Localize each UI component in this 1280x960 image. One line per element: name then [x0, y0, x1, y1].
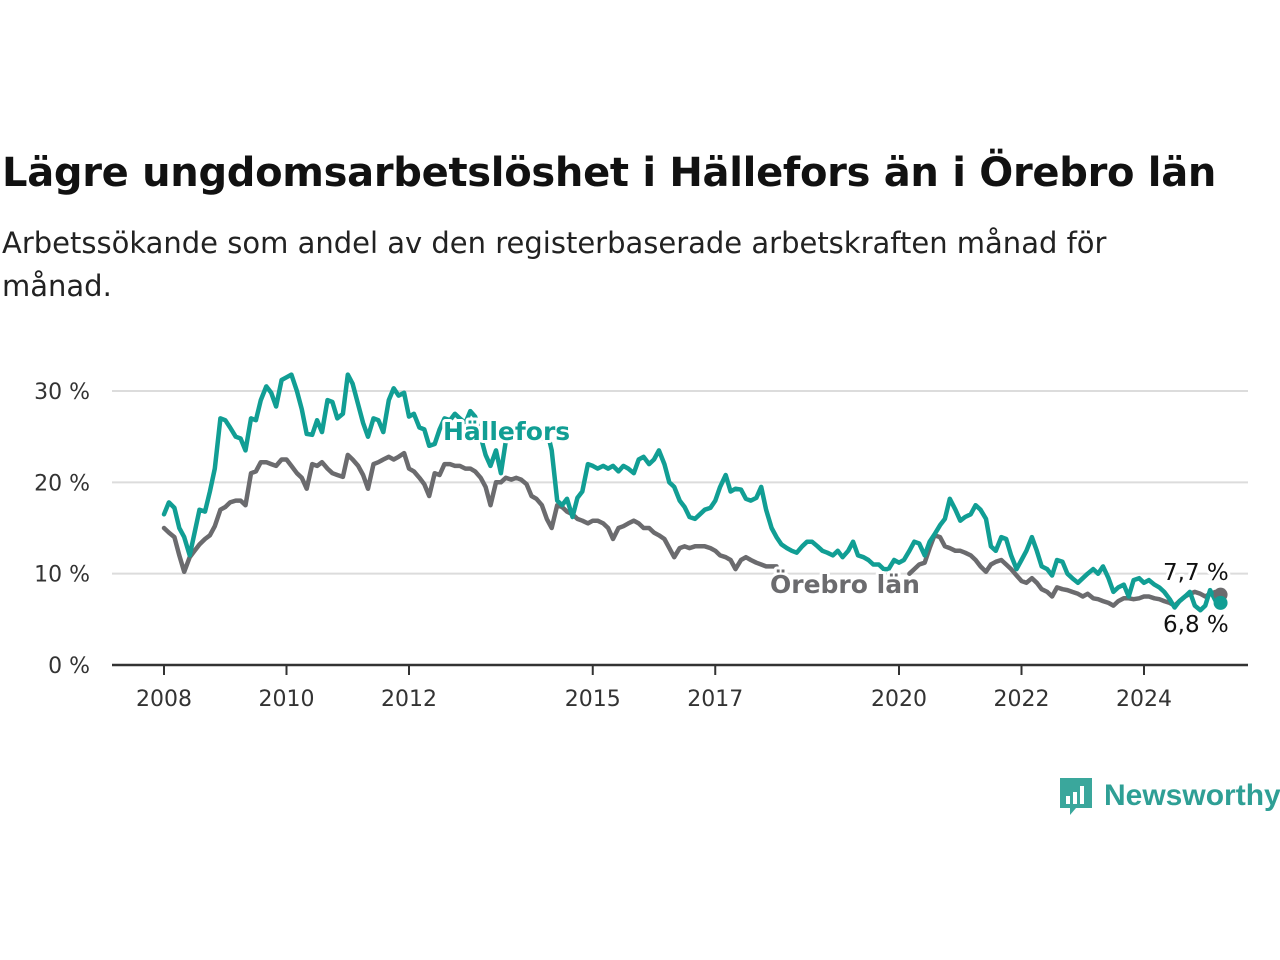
y-tick-label: 20 %	[34, 471, 90, 496]
series-line-orebro	[161, 450, 779, 575]
series-label-orebro-halo: Örebro län	[770, 569, 920, 599]
series-label-hallefors: Hällefors	[443, 417, 570, 446]
bar-chart-icon	[1060, 778, 1092, 815]
end-marker-hallefors	[1213, 595, 1228, 610]
y-tick-label: 30 %	[34, 380, 90, 405]
x-tick-label: 2010	[259, 687, 315, 712]
chart-title: Lägre ungdomsarbetslöshet i Hällefors än…	[2, 150, 1217, 196]
brand-name: Newsworthy	[1104, 779, 1280, 812]
end-value-hallefors: 6,8 %	[1163, 612, 1229, 638]
end-value-hallefors-halo: 6,8 %	[1163, 612, 1229, 638]
end-value-orebro-halo: 7,7 %	[1163, 560, 1229, 586]
y-tick-label: 10 %	[34, 563, 90, 588]
y-tick-label: 0 %	[48, 654, 90, 679]
chart-subtitle: Arbetssökande som andel av den registerb…	[2, 226, 1107, 303]
x-tick-label: 2012	[381, 687, 437, 712]
x-tick-label: 2008	[136, 687, 192, 712]
line-chart: 0 % 10 % 20 % 30 % 2008 2010 2012 2015 2017 2020 2…	[34, 372, 1248, 712]
series-label-hallefors-halo: Hällefors	[443, 417, 570, 446]
x-tick-label: 2022	[994, 687, 1050, 712]
series-line-orebro-late	[907, 533, 1223, 608]
end-value-orebro: 7,7 %	[1163, 560, 1229, 586]
series-label-orebro: Örebro län	[770, 569, 920, 599]
x-tick-label: 2015	[565, 687, 621, 712]
brand-logo: Newsworthy	[1058, 774, 1280, 818]
series-line-hallefors	[161, 372, 1223, 613]
x-tick-label: 2017	[687, 687, 743, 712]
x-tick-label: 2024	[1116, 687, 1172, 712]
x-tick-label: 2020	[871, 687, 927, 712]
